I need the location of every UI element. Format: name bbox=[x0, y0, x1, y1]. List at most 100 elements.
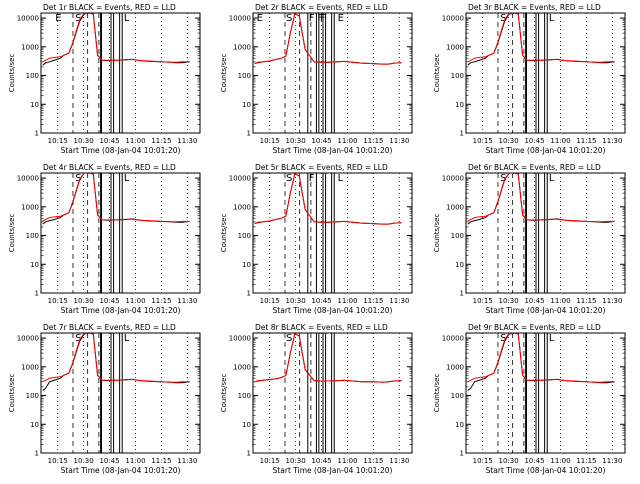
event-marker-label: L bbox=[124, 173, 130, 184]
x-tick-label: 11:00 bbox=[125, 137, 145, 145]
series-lld-line bbox=[467, 13, 615, 63]
panel-det-4: 10:15 10:30 10:45 11:00 11:15 11:30 1 10 100 1000… bbox=[8, 163, 201, 315]
y-tick-label: 1 bbox=[247, 290, 251, 298]
y-axis-label: Counts/sec bbox=[433, 374, 441, 413]
x-tick-label: 10:15 bbox=[48, 137, 68, 145]
x-tick-label: 10:45 bbox=[524, 457, 544, 465]
y-tick-label: 100 bbox=[451, 232, 464, 240]
event-marker-label: L bbox=[124, 13, 130, 24]
y-tick-label: 1 bbox=[35, 450, 39, 458]
y-tick-label: 1 bbox=[460, 130, 464, 138]
event-marker-label: E bbox=[257, 13, 263, 24]
x-tick-label: 10:15 bbox=[260, 137, 280, 145]
series-group bbox=[42, 173, 190, 225]
event-marker-label: S bbox=[500, 13, 506, 24]
y-tick-label: 10 bbox=[30, 421, 39, 429]
x-tick-label: 10:15 bbox=[260, 457, 280, 465]
y-tick-label: 100 bbox=[26, 392, 39, 400]
panel-title: Det 2r BLACK = Events, RED = LLD bbox=[255, 3, 388, 12]
event-marker-label: S bbox=[75, 173, 81, 184]
x-tick-label: 11:30 bbox=[602, 457, 622, 465]
x-tick-label: 11:15 bbox=[363, 457, 383, 465]
x-axis-label: Start Time (08-Jan-04 10:01:20) bbox=[273, 466, 393, 475]
x-tick-label: 11:00 bbox=[337, 137, 357, 145]
x-tick-label: 10:45 bbox=[524, 297, 544, 305]
x-tick-label: 11:00 bbox=[550, 137, 570, 145]
event-marker-label: L bbox=[549, 13, 555, 24]
event-marker-label: S bbox=[500, 333, 506, 344]
event-marker-label: S bbox=[75, 13, 81, 24]
x-axis-label: Start Time (08-Jan-04 10:01:20) bbox=[273, 146, 393, 155]
y-tick-label: 10000 bbox=[17, 175, 39, 183]
series-events-line bbox=[254, 13, 402, 65]
panel-title: Det 9r BLACK = Events, RED = LLD bbox=[468, 323, 601, 332]
x-tick-label: 10:45 bbox=[99, 457, 119, 465]
series-group bbox=[42, 333, 190, 391]
panel-frame bbox=[252, 12, 413, 134]
y-tick-label: 1 bbox=[35, 130, 39, 138]
y-tick-label: 1 bbox=[460, 290, 464, 298]
x-tick-label: 10:30 bbox=[286, 457, 306, 465]
event-marker-label: E bbox=[338, 13, 344, 24]
series-group bbox=[254, 173, 402, 225]
y-tick-label: 10 bbox=[242, 261, 251, 269]
y-tick-label: 1 bbox=[247, 450, 251, 458]
x-tick-label: 10:15 bbox=[48, 457, 68, 465]
y-tick-label: 10 bbox=[30, 101, 39, 109]
x-tick-label: 11:30 bbox=[602, 137, 622, 145]
panel-det-5: 10:15 10:30 10:45 11:00 11:15 11:30 1 10 100 1000… bbox=[220, 163, 413, 315]
x-tick-label: 11:30 bbox=[389, 137, 409, 145]
x-tick-label: 10:45 bbox=[311, 457, 331, 465]
x-tick-label: 10:45 bbox=[311, 137, 331, 145]
x-tick-label: 10:15 bbox=[48, 297, 68, 305]
x-tick-label: 10:30 bbox=[286, 297, 306, 305]
y-tick-label: 10000 bbox=[229, 335, 251, 343]
x-tick-label: 11:15 bbox=[363, 297, 383, 305]
y-tick-label: 10 bbox=[242, 421, 251, 429]
x-tick-label: 11:15 bbox=[576, 297, 596, 305]
series-events-line bbox=[42, 13, 190, 66]
x-tick-label: 11:00 bbox=[550, 297, 570, 305]
x-tick-label: 10:45 bbox=[99, 297, 119, 305]
y-axis-label: Counts/sec bbox=[8, 54, 16, 93]
y-tick-label: 1000 bbox=[233, 203, 251, 211]
series-lld-line bbox=[42, 13, 190, 63]
y-tick-label: 10000 bbox=[442, 175, 464, 183]
series-lld-line bbox=[42, 173, 190, 223]
x-tick-label: 10:30 bbox=[499, 137, 519, 145]
x-tick-label: 11:00 bbox=[550, 457, 570, 465]
x-tick-label: 10:45 bbox=[99, 137, 119, 145]
x-tick-label: 11:30 bbox=[177, 137, 197, 145]
y-tick-label: 100 bbox=[451, 72, 464, 80]
panel-frame bbox=[465, 12, 626, 134]
panel-det-6: 10:15 10:30 10:45 11:00 11:15 11:30 1 10 100 1000… bbox=[433, 163, 626, 315]
event-marker-label: S bbox=[286, 13, 292, 24]
event-marker-label: F bbox=[309, 13, 315, 24]
panel-frame bbox=[252, 172, 413, 294]
x-tick-label: 10:30 bbox=[74, 457, 94, 465]
series-events-line bbox=[467, 13, 615, 66]
panel-frame bbox=[40, 172, 201, 294]
y-tick-label: 10000 bbox=[229, 175, 251, 183]
panel-title: Det 4r BLACK = Events, RED = LLD bbox=[43, 163, 176, 172]
x-tick-label: 11:30 bbox=[177, 297, 197, 305]
x-tick-label: 11:00 bbox=[125, 457, 145, 465]
panel-title: Det 3r BLACK = Events, RED = LLD bbox=[468, 3, 601, 12]
panel-frame bbox=[40, 12, 201, 134]
y-axis-label: Counts/sec bbox=[8, 374, 16, 413]
event-marker-label: F bbox=[309, 173, 315, 184]
panel-det-2: 10:15 10:30 10:45 11:00 11:15 11:30 1 10 100 1000… bbox=[220, 3, 413, 155]
series-group bbox=[467, 333, 615, 391]
event-marker-label: S bbox=[286, 333, 292, 344]
event-marker-label: S bbox=[286, 173, 292, 184]
y-tick-label: 1000 bbox=[446, 203, 464, 211]
y-tick-label: 1000 bbox=[21, 43, 39, 51]
x-axis-label: Start Time (08-Jan-04 10:01:20) bbox=[61, 466, 181, 475]
x-axis-label: Start Time (08-Jan-04 10:01:20) bbox=[61, 306, 181, 315]
y-tick-label: 10 bbox=[30, 261, 39, 269]
y-tick-label: 1000 bbox=[21, 363, 39, 371]
y-tick-label: 10 bbox=[455, 261, 464, 269]
y-tick-label: 10 bbox=[455, 101, 464, 109]
